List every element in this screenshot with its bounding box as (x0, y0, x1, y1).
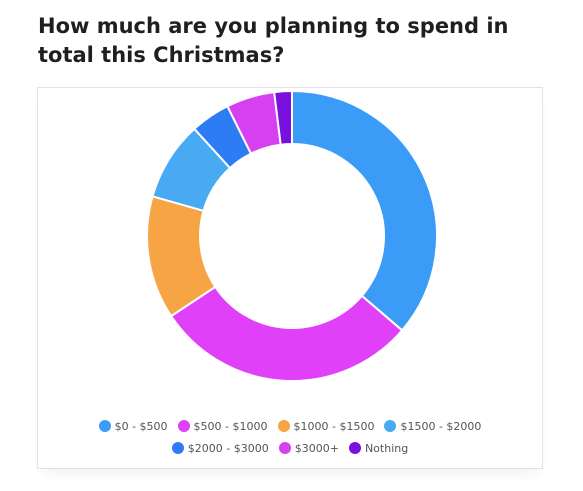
legend-swatch (177, 420, 190, 432)
donut-slice-2[interactable] (169, 285, 404, 382)
legend-label: $2000 - $3000 (187, 441, 269, 455)
legend-swatch (278, 442, 291, 454)
legend-swatch (384, 420, 397, 432)
legend-label: $0 - $500 (114, 419, 168, 433)
legend-item[interactable]: $500 - $1000 (177, 418, 268, 434)
legend-label: Nothing (364, 441, 409, 455)
legend-swatch (98, 420, 111, 432)
legend-item[interactable]: Nothing (348, 440, 409, 456)
legend-item[interactable]: $1000 - $1500 (277, 418, 375, 434)
legend-label: $3000+ (294, 441, 339, 455)
donut-slice-7[interactable] (273, 89, 293, 146)
legend-item[interactable]: $3000+ (278, 440, 339, 456)
legend-label: $500 - $1000 (193, 419, 268, 433)
legend-label: $1000 - $1500 (293, 419, 375, 433)
legend-item[interactable]: $2000 - $3000 (171, 440, 269, 456)
chart-legend: $0 - $500 $500 - $1000 $1000 - $1500 $1500 … (38, 418, 542, 456)
legend-swatch (277, 420, 290, 432)
legend-label: $1500 - $2000 (400, 419, 482, 433)
legend-swatch (348, 442, 361, 454)
legend-swatch (171, 442, 184, 454)
chart-card: $0 - $500 $500 - $1000 $1000 - $1500 $1500 … (37, 87, 543, 469)
legend-item[interactable]: $0 - $500 (98, 418, 168, 434)
donut-chart (146, 89, 438, 382)
question-title: How much are you planning to spend in to… (38, 14, 509, 67)
legend-item[interactable]: $1500 - $2000 (384, 418, 481, 434)
donut-slice-1[interactable] (291, 89, 438, 332)
